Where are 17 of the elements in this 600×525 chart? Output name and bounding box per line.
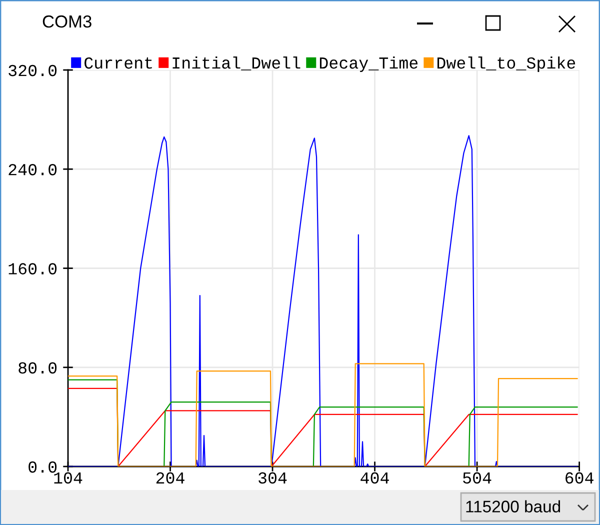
y-tick-label: 240.0: [8, 164, 57, 176]
y-tick-label: 80.0: [18, 362, 57, 374]
text: 115200 baud: [466, 500, 560, 512]
legend-label: Initial_Dwell: [172, 56, 300, 70]
x-tick-label: 404: [360, 472, 389, 484]
x-tick-label: 104: [54, 472, 82, 484]
legend-label: Current: [84, 57, 152, 69]
y-tick-label: 0.0: [28, 461, 57, 473]
y-tick-label: 160.0: [8, 263, 57, 274]
y-tick-label: 320.0: [8, 64, 57, 76]
x-tick-label: 204: [156, 472, 184, 484]
x-tick-label: 604: [566, 472, 594, 484]
legend-label: Decay_Time: [320, 56, 418, 72]
legend-label: Dwell_to_Spike: [437, 56, 576, 72]
x-tick-label: 504: [463, 472, 492, 484]
x-tick-label: 304: [258, 472, 287, 484]
chart-title: COM3: [42, 15, 92, 28]
